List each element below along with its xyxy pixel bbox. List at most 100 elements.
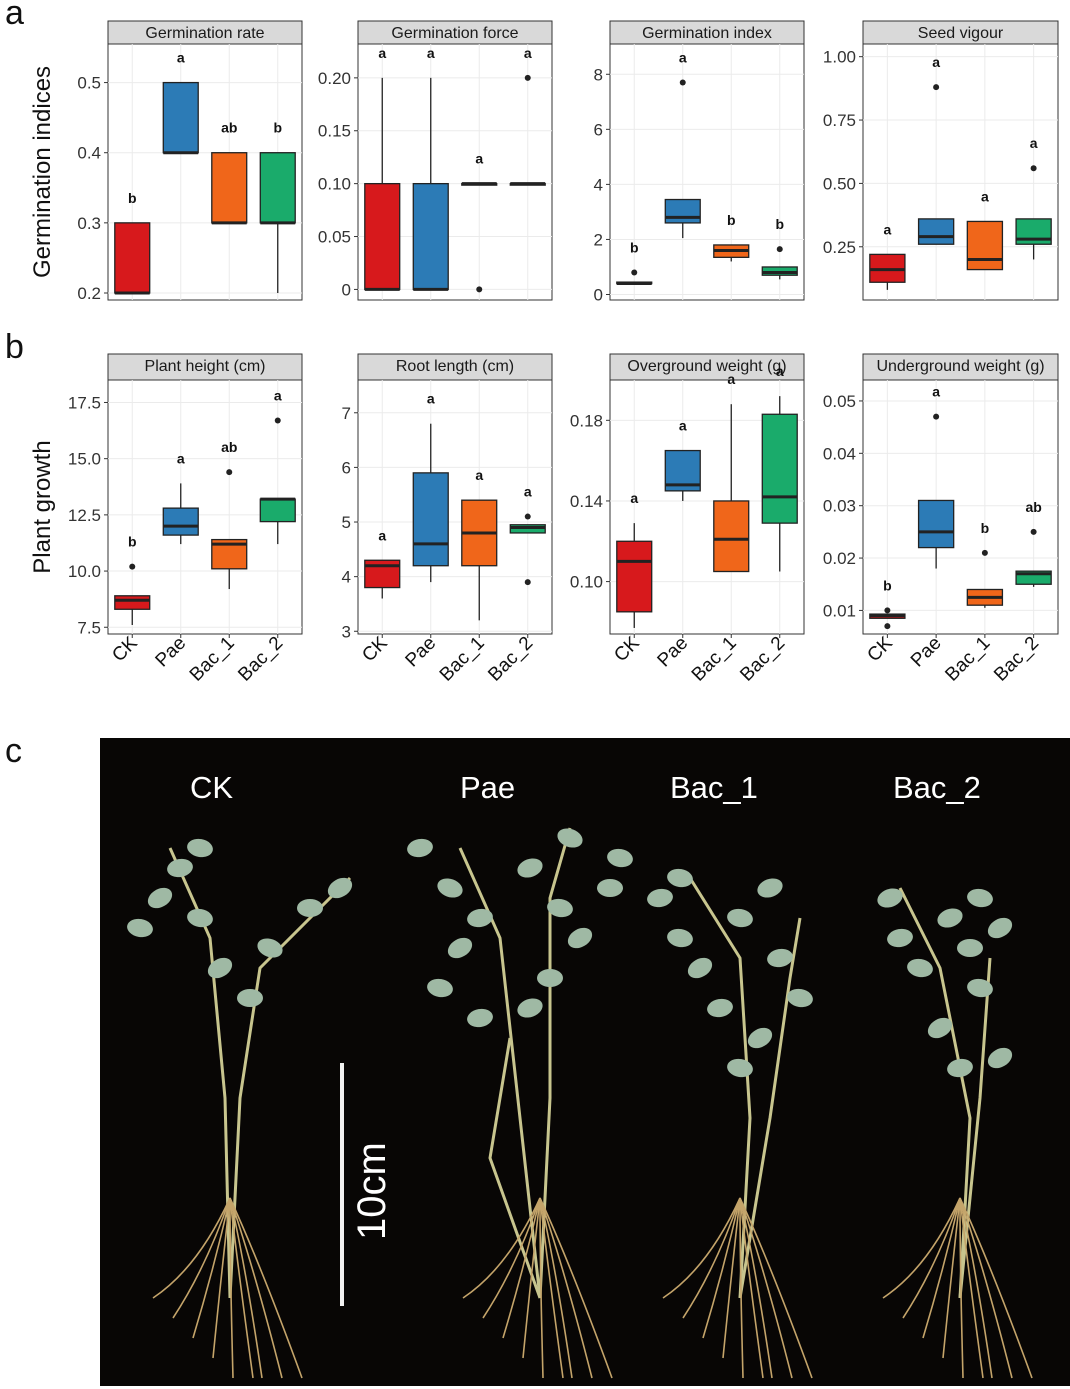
facet-strip [609,353,805,381]
plant-root [739,1197,793,1379]
plant-leaf [547,898,573,918]
significance-letter: b [727,212,736,228]
outlier-point [884,607,891,614]
scale-bar-label: 10cm [350,1142,394,1240]
plant-leaf [257,938,283,958]
chart-1: Germination force 0 0.05 0.10 0.15 0.20 a a a a [318,20,553,301]
x-tick-label: Bac_2 [990,633,1043,686]
plant-root [502,1197,541,1339]
plant-leaf [187,838,213,858]
panel-letter-c: c [5,732,22,770]
plant-leaf [937,908,963,928]
facet-title: Seed vigour [918,25,1004,42]
box-Pae [917,218,955,245]
significance-letter: a [378,527,386,543]
outlier-point [981,549,988,556]
plant-leaf [987,917,1013,939]
x-tick-label: Pae [402,633,441,672]
plant-leaf [927,1017,953,1039]
y-tick-label: 6 [342,458,351,477]
plant-root [739,1197,813,1379]
x-tick-label: CK [610,632,644,666]
y-tick-label: 4 [342,568,351,587]
plant-root [662,1197,741,1299]
x-tick-label: Bac_1 [688,633,741,686]
plant-leaf [647,888,673,908]
photo-label-ck: CK [190,770,234,805]
outlier-point [1030,165,1037,172]
significance-letter: b [883,577,892,593]
plant-root [152,1197,231,1299]
chart-3: Seed vigour 0.25 0.50 0.75 1.00 a a a a [823,20,1059,301]
plant-root [539,1197,564,1379]
significance-letter: a [177,450,185,466]
y-tick-label: 0.05 [823,392,856,411]
plant-root [482,1197,541,1319]
scale-bar [340,1063,344,1306]
plant-leaf [967,978,993,998]
photo-label-bac2: Bac_2 [893,770,981,805]
plant-root [722,1197,741,1359]
facet-title: Germination force [391,25,518,42]
plant-root [229,1197,234,1379]
y-tick-label: 0.2 [77,284,101,303]
facet-strip [107,353,303,381]
y-tick-label: 0.10 [570,573,603,592]
y-tick-label: 0.3 [77,214,101,233]
plant-leaf [517,858,543,878]
plant-leaf [947,1058,973,1078]
box-CK [114,222,151,294]
significance-letter: a [932,54,940,70]
panel-letter-a: a [5,0,24,32]
y-tick-label: 7 [342,404,351,423]
outlier-point [884,623,891,630]
plant-leaf [687,957,713,979]
significance-letter: a [427,391,435,407]
plant-leaf [957,939,983,957]
facet-title: Germination index [642,25,772,42]
plant-root [229,1197,303,1379]
plant-leaf [787,988,813,1008]
plant-leaf [407,838,433,858]
plant-root [229,1197,263,1379]
box-Bac_2 [761,413,798,524]
x-tick-label: Bac_1 [186,633,239,686]
significance-letter: a [932,384,940,400]
plant-root [702,1197,741,1339]
plant-leaf [757,878,783,898]
significance-letter: a [981,188,989,204]
significance-letter: a [378,45,386,61]
y-tick-label: 0.02 [823,549,856,568]
plant-stem [488,1037,542,1299]
plant-leaf [987,1047,1013,1069]
plant-root [959,1197,984,1379]
facet-strip [107,20,303,45]
photo-label-pae: Pae [460,770,516,805]
significance-letter: a [630,490,638,506]
plant-leaf [877,888,903,908]
facet-strip [609,20,805,45]
significance-letter: a [475,467,483,483]
x-tick-label: Bac_2 [736,633,789,686]
y-tick-label: 0.03 [823,497,856,516]
chart-6: Overground weight (g) 0.10 0.14 0.18 a a a a CK P… [570,353,805,686]
y-tick-label: 8 [594,65,603,84]
significance-letter: b [630,239,639,255]
y-tick-label: 0.10 [318,175,351,194]
panel-background [357,379,553,635]
y-tick-label: 2 [594,230,603,249]
box-Pae [412,472,449,567]
plant-root [462,1197,541,1299]
x-tick-label: Pae [152,633,191,672]
x-tick-label: CK [863,632,897,666]
outlier-point [933,84,940,91]
plant-stem [458,847,542,1299]
plant-leaf [437,878,463,898]
plant-photo [100,738,1070,1386]
x-tick-label: Bac_2 [484,633,537,686]
plant-root [212,1197,231,1359]
significance-letter: b [775,216,784,232]
significance-letter: a [776,363,784,379]
significance-letter: a [727,371,735,387]
facet-strip [862,353,1059,381]
